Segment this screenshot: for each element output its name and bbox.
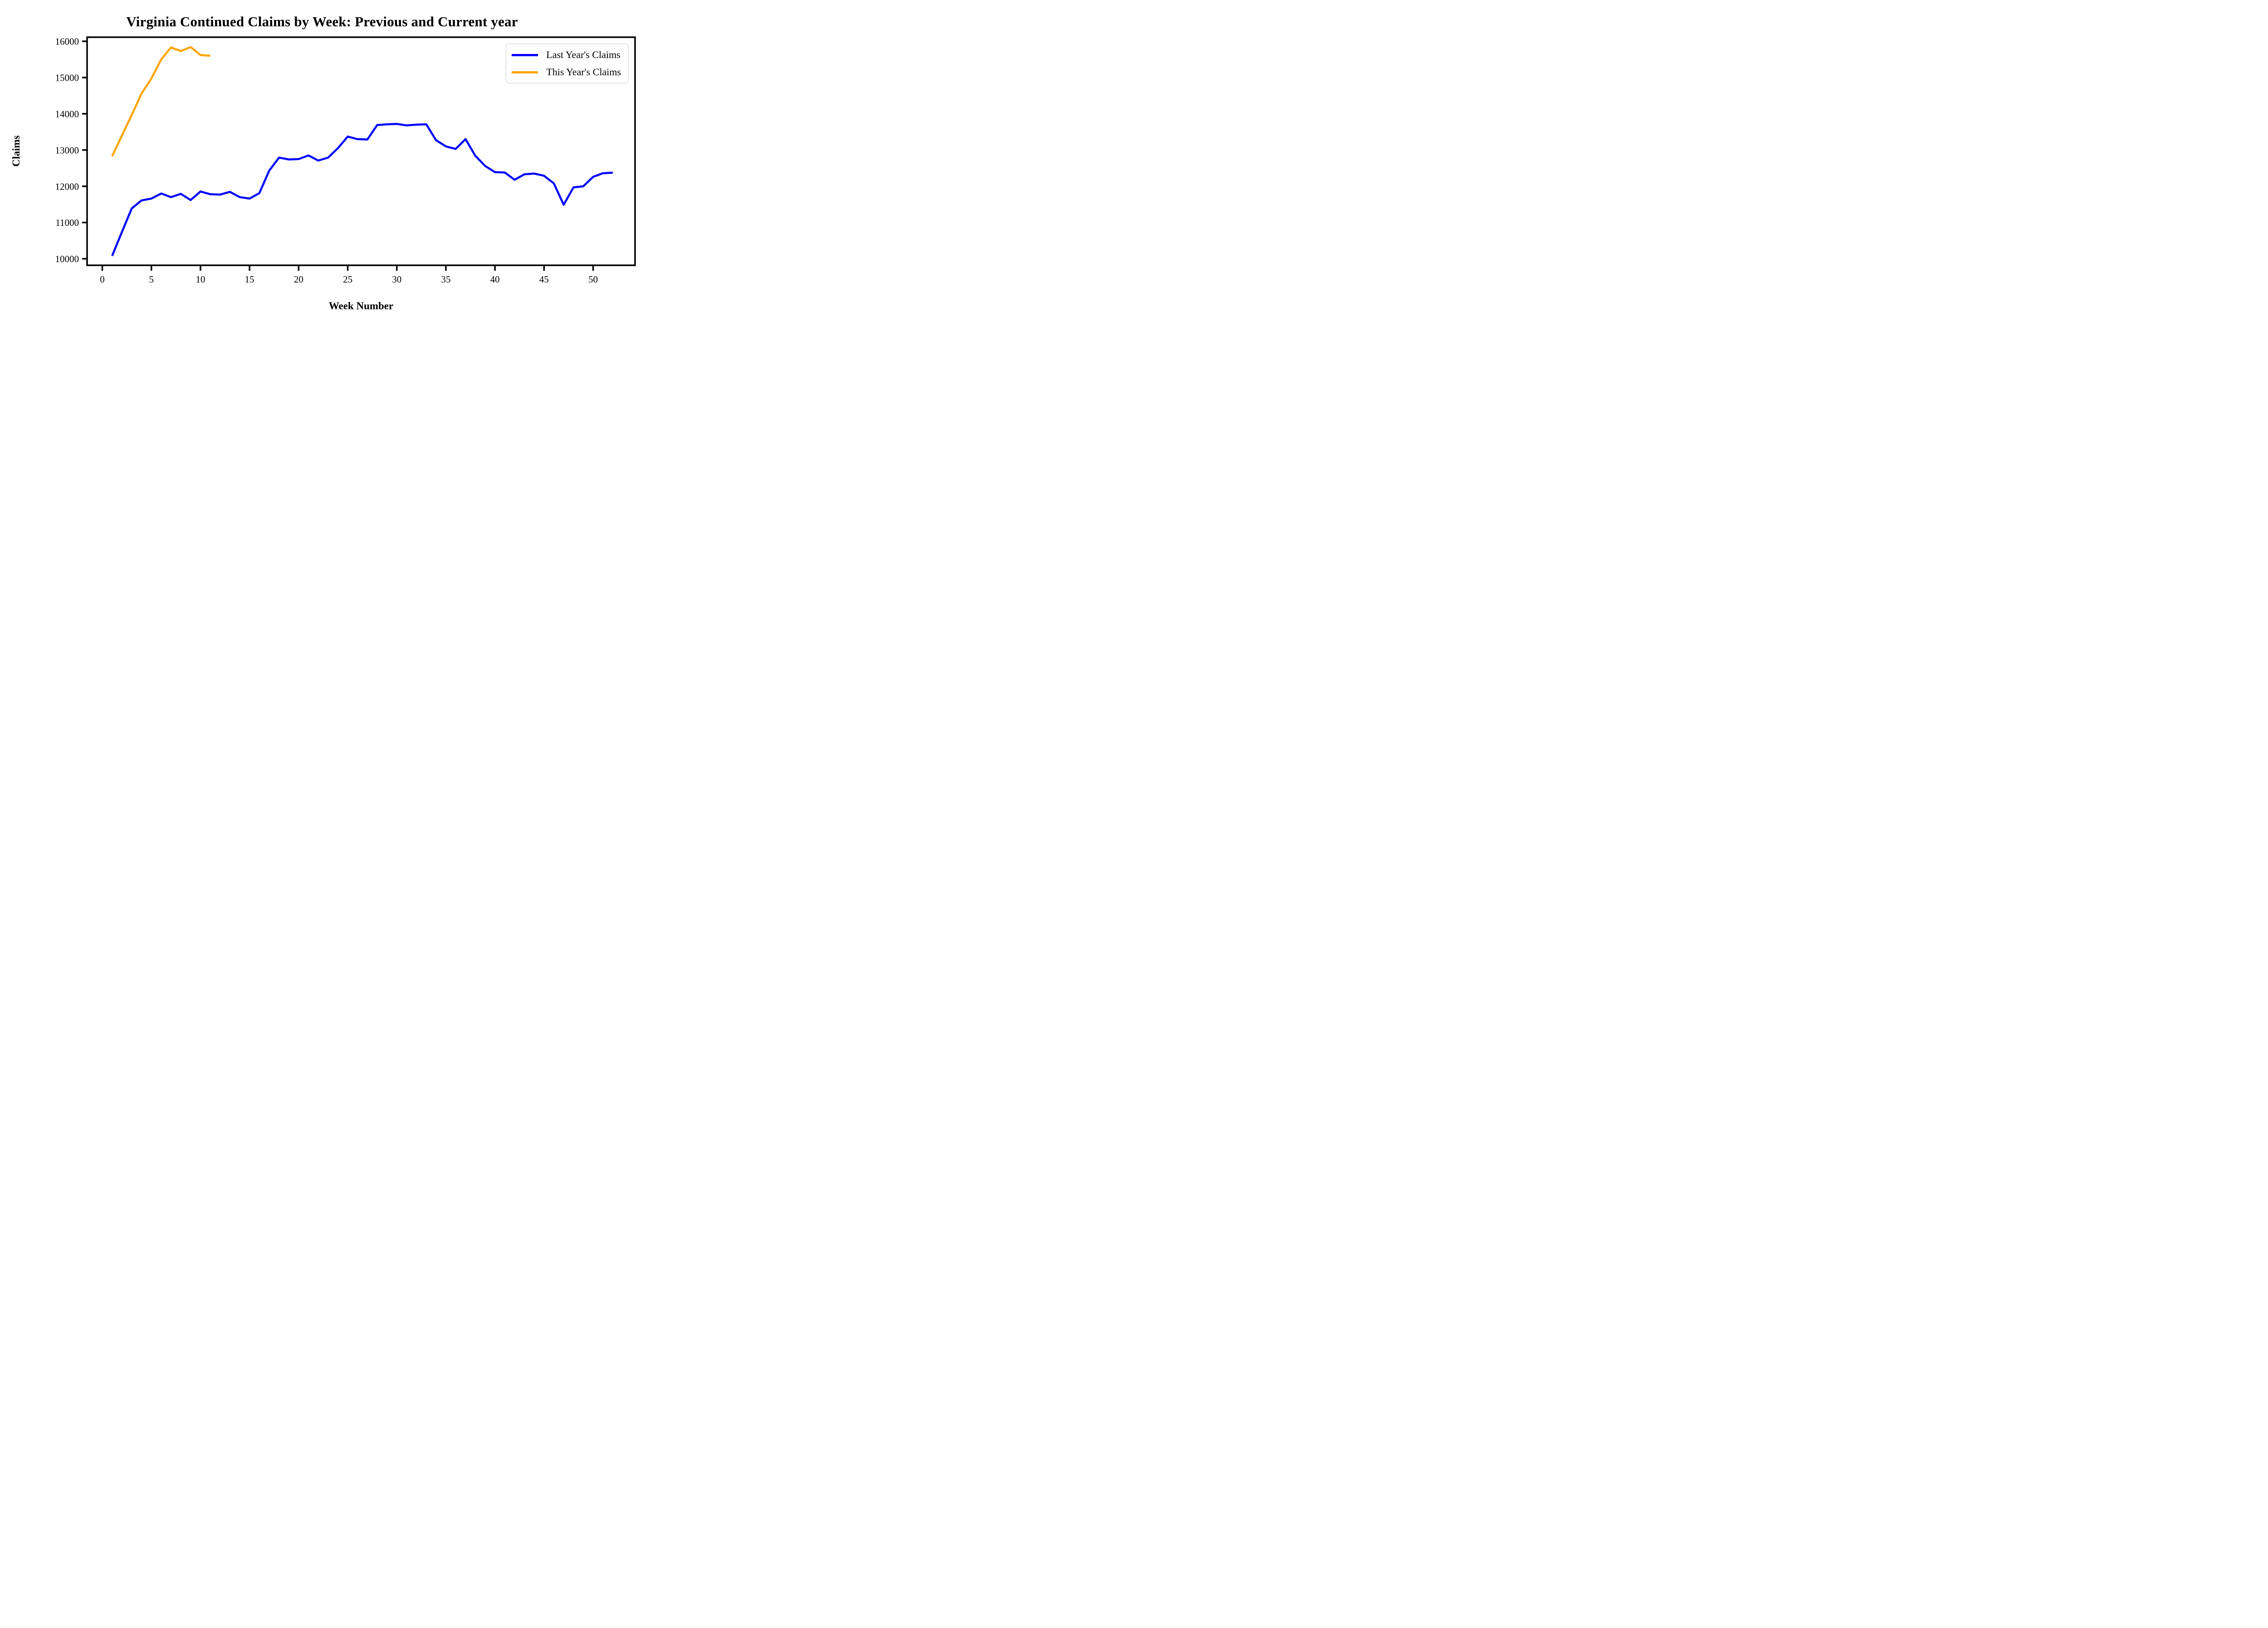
x-tick-label-25: 25 (343, 274, 352, 285)
y-axis-label: Claims (10, 135, 22, 167)
x-tick-label-5: 5 (149, 274, 154, 285)
y-tick-label-12000: 12000 (55, 181, 79, 192)
x-tick-label-35: 35 (441, 274, 450, 285)
legend-box: Last Year's Claims This Year's Claims (506, 44, 629, 83)
y-tick-label-14000: 14000 (55, 108, 79, 119)
y-tick-label-11000: 11000 (55, 217, 79, 228)
x-tick-label-10: 10 (196, 274, 205, 285)
x-axis-label: Week Number (328, 300, 394, 312)
x-tick-label-0: 0 (100, 274, 105, 285)
legend-swatch-last-year (512, 54, 538, 56)
chart-figure: Virginia Continued Claims by Week: Previ… (0, 0, 651, 326)
x-tick-label-15: 15 (245, 274, 254, 285)
plot-area: 0 5 10 15 20 25 30 35 40 45 50 10000 11000 12000 13000… (55, 36, 636, 285)
y-tick-label-10000: 10000 (55, 253, 79, 264)
x-tick-label-30: 30 (392, 274, 401, 285)
axes-spines (86, 36, 636, 266)
legend-label-last-year: Last Year's Claims (546, 49, 621, 60)
this-year-line (111, 46, 210, 157)
y-tick-label-13000: 13000 (55, 145, 79, 156)
legend-entry-this-year: This Year's Claims (512, 65, 621, 79)
legend-label-this-year: This Year's Claims (546, 66, 621, 78)
y-tick-label-16000: 16000 (55, 36, 79, 47)
legend-entry-last-year: Last Year's Claims (512, 48, 621, 62)
legend-swatch-this-year (512, 71, 538, 73)
chart-title: Virginia Continued Claims by Week: Previ… (126, 14, 518, 29)
x-tick-label-45: 45 (539, 274, 549, 285)
x-tick-label-50: 50 (588, 274, 598, 285)
last-year-line (111, 123, 613, 257)
x-tick-label-40: 40 (490, 274, 500, 285)
x-tick-label-20: 20 (294, 274, 303, 285)
y-tick-label-15000: 15000 (55, 72, 79, 83)
